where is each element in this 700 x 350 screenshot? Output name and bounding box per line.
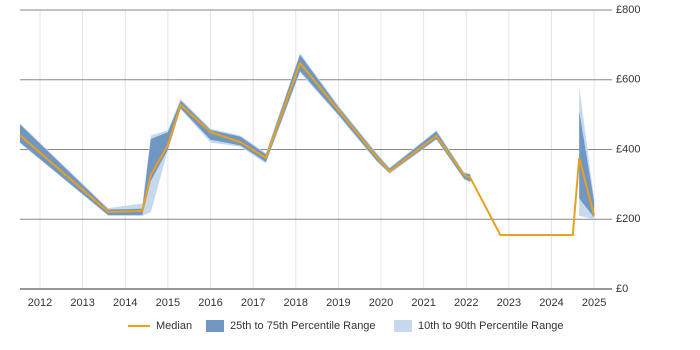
x-tick-label: 2016	[198, 297, 222, 309]
legend-label: Median	[156, 320, 192, 332]
x-tick-label: 2019	[326, 297, 350, 309]
x-tick-label: 2024	[539, 297, 563, 309]
x-tick-label: 2020	[369, 297, 393, 309]
x-tick-label: 2018	[284, 297, 308, 309]
y-tick-label: £400	[616, 143, 640, 155]
legend-swatch	[394, 320, 412, 332]
x-tick-label: 2014	[113, 297, 137, 309]
range-band	[579, 111, 595, 218]
x-tick-label: 2023	[497, 297, 521, 309]
x-tick-label: 2012	[28, 297, 52, 309]
y-tick-label: £0	[616, 283, 628, 295]
legend-label: 10th to 90th Percentile Range	[418, 320, 564, 332]
x-tick-label: 2025	[582, 297, 606, 309]
y-tick-label: £600	[616, 74, 640, 86]
x-tick-label: 2013	[70, 297, 94, 309]
y-tick-label: £800	[616, 4, 640, 16]
legend-swatch	[206, 320, 224, 332]
y-tick-label: £200	[616, 213, 640, 225]
median-line	[19, 61, 596, 236]
legend: Median 25th to 75th Percentile Range 10th …	[128, 320, 564, 332]
x-tick-label: 2021	[411, 297, 435, 309]
legend-label: 25th to 75th Percentile Range	[230, 320, 376, 332]
x-tick-label: 2022	[454, 297, 478, 309]
x-tick-label: 2017	[241, 297, 265, 309]
x-tick-label: 2015	[156, 297, 180, 309]
